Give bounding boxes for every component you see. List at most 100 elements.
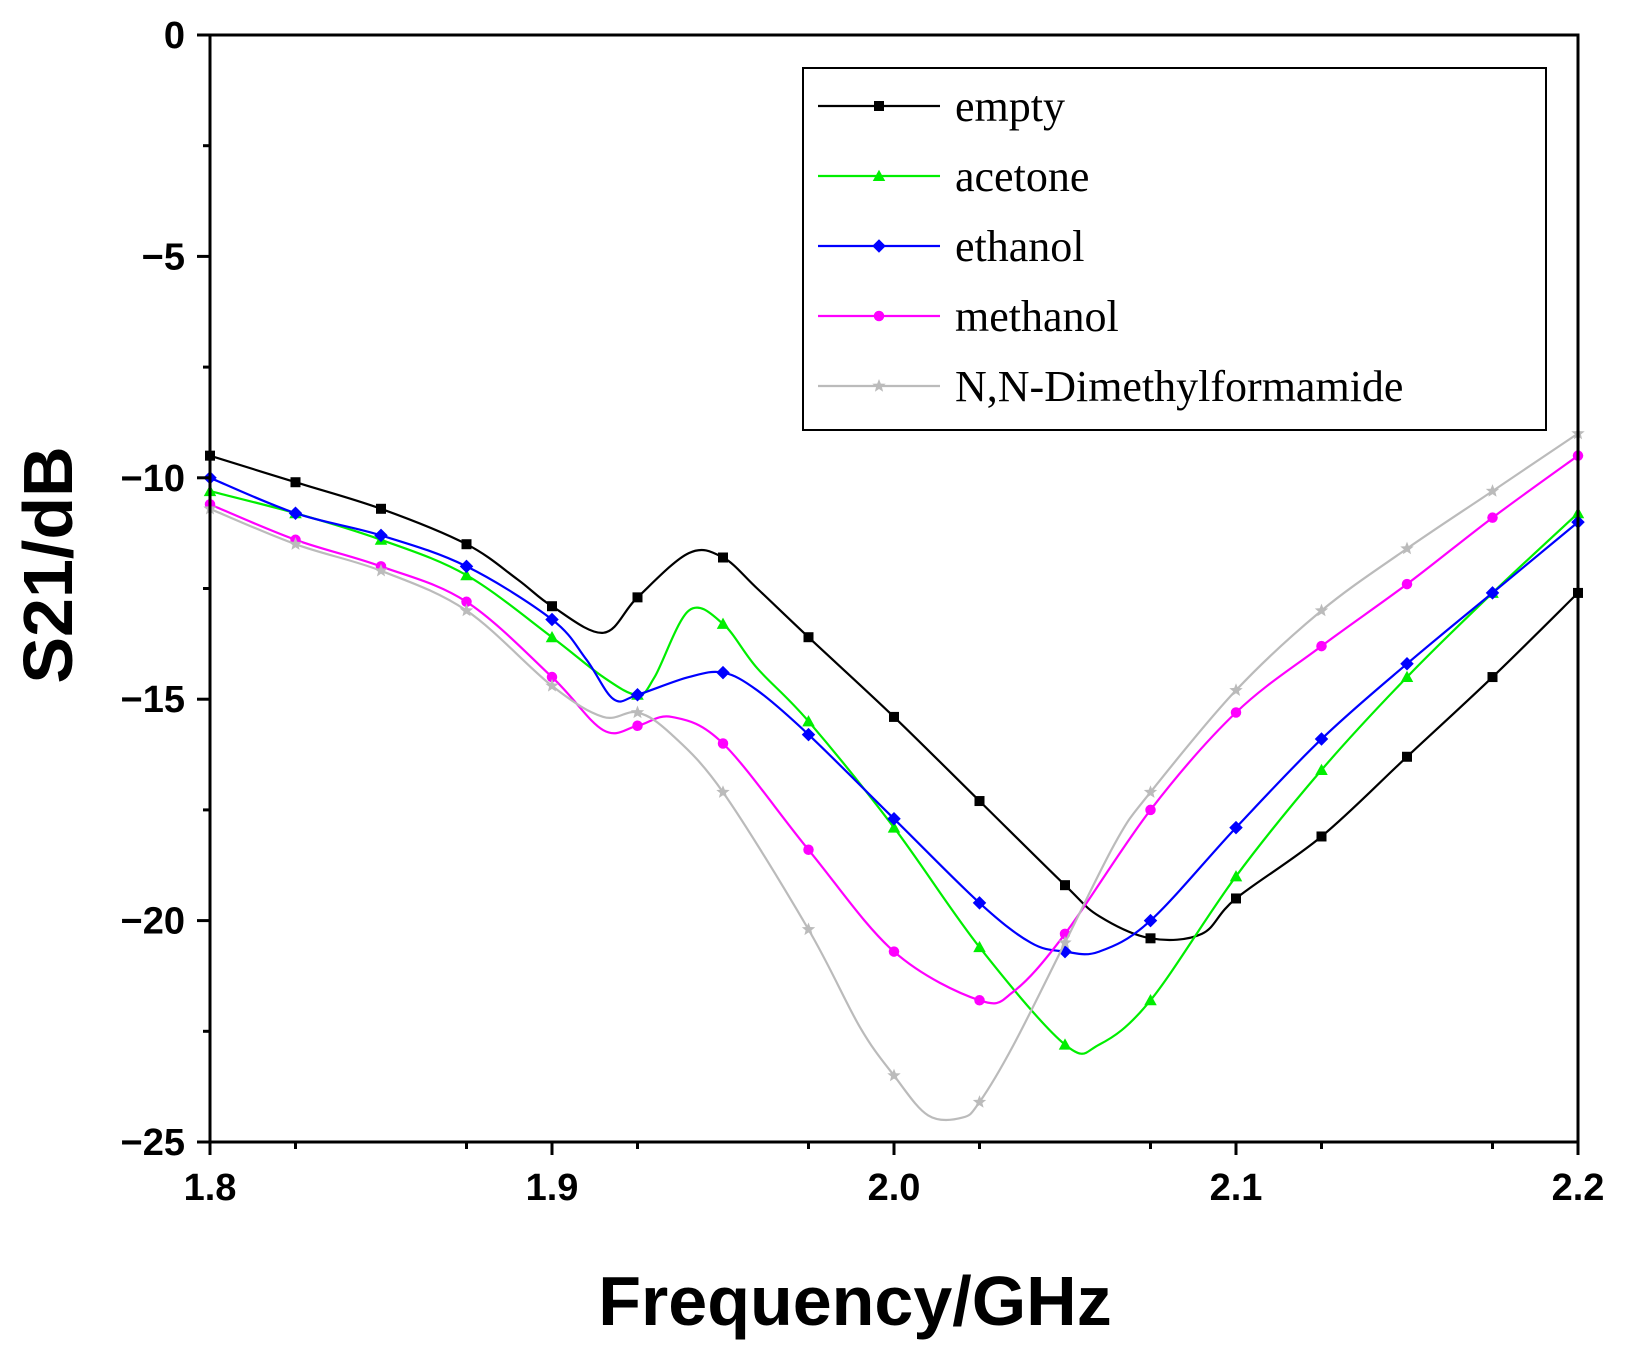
data-point xyxy=(546,671,558,683)
data-point xyxy=(1058,935,1072,949)
y-tick-label: −5 xyxy=(142,236,185,278)
data-point xyxy=(803,632,814,643)
data-point xyxy=(718,552,728,563)
data-point xyxy=(1058,1038,1072,1050)
legend-marker xyxy=(872,379,886,392)
legend-label: methanol xyxy=(955,292,1119,341)
legend-marker xyxy=(872,239,886,253)
data-point xyxy=(1485,586,1500,600)
series-1 xyxy=(205,450,1583,944)
x-tick-label: 2.1 xyxy=(1210,1167,1263,1209)
legend-item: N,N-Dimethylformamide xyxy=(818,362,1403,411)
legend-item: empty xyxy=(818,82,1065,131)
data-point xyxy=(545,630,559,643)
data-point xyxy=(288,506,303,520)
data-point xyxy=(1487,672,1498,683)
series-line xyxy=(209,454,1579,1005)
data-point xyxy=(632,720,643,732)
series-5 xyxy=(203,426,1585,1122)
data-point xyxy=(972,1095,987,1108)
data-point xyxy=(1401,578,1413,590)
data-point xyxy=(1144,994,1157,1006)
series-line xyxy=(209,490,1579,1055)
legend-item: ethanol xyxy=(818,222,1085,271)
legend-box xyxy=(802,67,1547,431)
data-point xyxy=(374,563,388,577)
data-point xyxy=(1229,820,1243,835)
y-tick-label: −20 xyxy=(121,901,185,943)
data-point xyxy=(545,678,559,692)
data-point xyxy=(460,568,473,581)
data-point xyxy=(974,796,985,807)
series-4 xyxy=(204,450,1584,1006)
data-point xyxy=(1143,913,1158,928)
data-point xyxy=(716,665,730,680)
x-axis-title: Frequency/GHz xyxy=(598,1262,1111,1340)
data-point xyxy=(717,738,729,749)
data-point xyxy=(1145,804,1156,816)
y-tick-label: 0 xyxy=(164,15,185,57)
data-point xyxy=(1400,541,1414,555)
data-point xyxy=(889,711,899,722)
data-point xyxy=(1400,670,1414,683)
data-point xyxy=(1143,785,1158,798)
legend-label: N,N-Dimethylformamide xyxy=(955,362,1403,411)
data-point xyxy=(1485,484,1500,497)
data-point xyxy=(887,821,901,833)
data-point xyxy=(630,705,645,719)
data-point xyxy=(887,1068,901,1082)
series-layer xyxy=(203,426,1585,1122)
legend-item: acetone xyxy=(818,152,1089,201)
data-point xyxy=(888,946,900,957)
data-point xyxy=(1060,880,1070,891)
data-point xyxy=(1402,751,1412,762)
data-point xyxy=(461,596,472,608)
series-line xyxy=(209,454,1579,942)
data-point xyxy=(801,727,816,742)
data-point xyxy=(972,896,987,910)
legend-item: methanol xyxy=(818,292,1119,341)
x-tick-label: 1.9 xyxy=(526,1167,579,1209)
data-point xyxy=(974,995,985,1006)
data-point xyxy=(1314,732,1329,746)
data-point xyxy=(547,601,557,612)
y-tick-label: −25 xyxy=(121,1122,185,1164)
data-point xyxy=(1231,893,1241,904)
legend-marker xyxy=(872,169,886,181)
data-point xyxy=(973,940,986,953)
series-line xyxy=(209,476,1579,956)
data-point xyxy=(288,537,303,550)
data-point xyxy=(459,559,474,574)
data-point xyxy=(632,592,643,603)
x-tick-label: 1.8 xyxy=(184,1167,237,1209)
data-point xyxy=(1314,603,1329,617)
legend-label: ethanol xyxy=(955,222,1085,271)
data-point xyxy=(887,812,901,826)
data-point xyxy=(803,844,814,856)
x-tick-label: 2.0 xyxy=(868,1167,921,1209)
x-tick-label: 2.2 xyxy=(1552,1167,1605,1209)
data-point xyxy=(801,922,816,936)
data-point xyxy=(1316,640,1327,652)
data-point xyxy=(376,503,386,514)
legend-label: acetone xyxy=(955,152,1089,201)
legend-marker xyxy=(874,101,884,111)
data-point xyxy=(545,612,559,627)
data-point xyxy=(716,617,730,629)
data-point xyxy=(1230,707,1242,718)
legend-label: empty xyxy=(955,82,1065,131)
data-point xyxy=(1487,512,1498,523)
data-point xyxy=(716,785,730,798)
data-point xyxy=(1229,683,1243,696)
data-point xyxy=(1145,933,1156,944)
legend: empty acetone ethanol methanol N,N-Dimethylf… xyxy=(802,67,1547,431)
data-point xyxy=(1315,763,1328,776)
data-point xyxy=(1400,657,1414,671)
y-axis-title: S21/dB xyxy=(9,446,87,683)
data-point xyxy=(374,528,388,543)
data-point xyxy=(1316,831,1327,842)
data-point xyxy=(459,603,474,617)
legend-marker xyxy=(873,310,885,322)
series-3 xyxy=(203,471,1585,959)
